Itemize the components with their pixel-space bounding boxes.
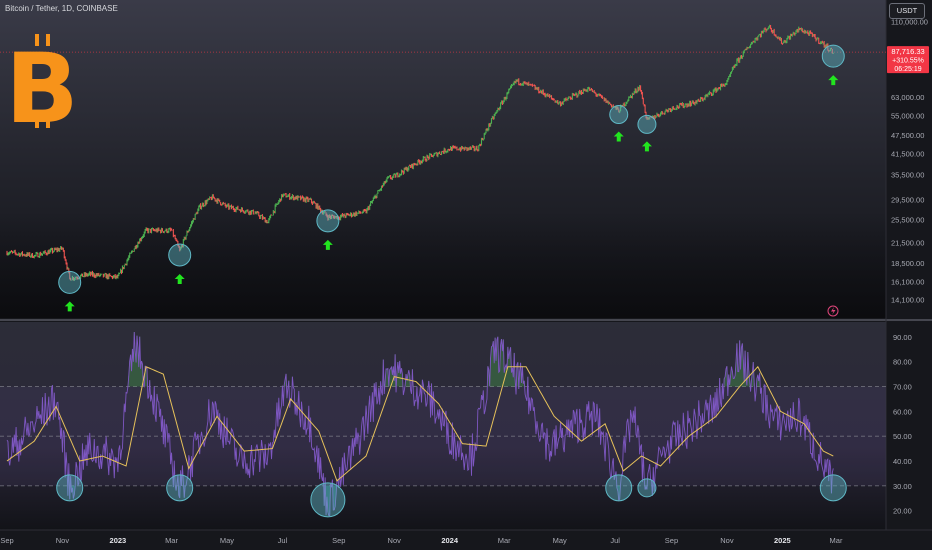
time-tick-label: Mar bbox=[830, 536, 843, 545]
rsi-dip-circle[interactable] bbox=[166, 474, 194, 502]
rsi-tick-label: 80.00 bbox=[893, 358, 912, 367]
dip-circle[interactable] bbox=[637, 114, 657, 134]
time-tick-label: Sep bbox=[665, 536, 678, 545]
down-candles bbox=[6, 25, 833, 281]
rsi-dip-circle[interactable] bbox=[605, 474, 633, 502]
price-tick-label: 41,500.00 bbox=[891, 150, 924, 159]
up-arrow-icon bbox=[641, 141, 652, 152]
time-tick-label: 2024 bbox=[441, 536, 459, 545]
price-tick-label: 25,500.00 bbox=[891, 215, 924, 224]
price-tick-label: 63,000.00 bbox=[891, 93, 924, 102]
last-price-tag[interactable] bbox=[887, 46, 929, 74]
time-tick-label: Sep bbox=[0, 536, 13, 545]
rsi-line bbox=[6, 331, 834, 517]
time-tick-label: Mar bbox=[165, 536, 178, 545]
time-tick-label: 2025 bbox=[774, 536, 791, 545]
dip-circle[interactable] bbox=[821, 44, 845, 68]
dip-circle[interactable] bbox=[609, 105, 629, 125]
rsi-dip-circle[interactable] bbox=[819, 474, 847, 502]
up-arrow-icon bbox=[613, 131, 624, 142]
dip-circle[interactable] bbox=[58, 270, 82, 294]
price-tick-label: 47,500.00 bbox=[891, 131, 924, 140]
lightning-icon[interactable] bbox=[827, 305, 839, 317]
up-arrow-icon bbox=[828, 75, 839, 86]
dip-circle[interactable] bbox=[316, 209, 340, 233]
bitcoin-logo-bar bbox=[35, 116, 39, 128]
bitcoin-logo-icon: B bbox=[5, 33, 78, 145]
time-tick-label: May bbox=[220, 536, 234, 545]
price-tick-label: 29,500.00 bbox=[891, 196, 924, 205]
bitcoin-logo-bar bbox=[46, 116, 50, 128]
rsi-tick-label: 50.00 bbox=[893, 432, 912, 441]
time-tick-label: Nov bbox=[56, 536, 70, 545]
time-tick-label: Mar bbox=[498, 536, 511, 545]
rsi-ma-line bbox=[6, 365, 834, 482]
time-tick-label: Nov bbox=[388, 536, 402, 545]
time-tick-label: Jul bbox=[610, 536, 620, 545]
up-arrow-icon bbox=[322, 239, 333, 250]
volume-shade bbox=[0, 212, 886, 318]
time-tick-label: May bbox=[553, 536, 567, 545]
rsi-pane[interactable] bbox=[0, 322, 886, 530]
price-tick-label: 21,500.00 bbox=[891, 239, 924, 248]
time-tick-label: Jul bbox=[278, 536, 288, 545]
currency-button[interactable]: USDT bbox=[889, 3, 925, 19]
rsi-dip-circle[interactable] bbox=[56, 474, 84, 502]
price-tick-label: 14,100.00 bbox=[891, 296, 924, 305]
last-price-value: 87,716.33 bbox=[891, 47, 924, 56]
price-tick-label: 55,000.00 bbox=[891, 111, 924, 120]
rsi-tick-label: 60.00 bbox=[893, 407, 912, 416]
rsi-tick-label: 30.00 bbox=[893, 482, 912, 491]
up-arrow-icon bbox=[64, 301, 75, 312]
bitcoin-logo-bar bbox=[46, 34, 50, 46]
symbol-title[interactable]: Bitcoin / Tether, 1D, COINBASE bbox=[5, 4, 118, 13]
price-tick-label: 18,500.00 bbox=[891, 259, 924, 268]
price-tick-label: 110,000.00 bbox=[891, 18, 928, 27]
rsi-tick-label: 90.00 bbox=[893, 333, 912, 342]
rsi-dip-circle[interactable] bbox=[637, 478, 657, 498]
rsi-dip-circle[interactable] bbox=[310, 482, 346, 518]
rsi-tick-label: 40.00 bbox=[893, 457, 912, 466]
dip-circle[interactable] bbox=[168, 243, 192, 267]
up-arrow-icon bbox=[174, 274, 185, 285]
last-price-change: +310.55% bbox=[892, 58, 924, 65]
time-tick-label: Sep bbox=[332, 536, 345, 545]
time-tick-label: Nov bbox=[720, 536, 734, 545]
bitcoin-logo-bar bbox=[35, 34, 39, 46]
rsi-tick-label: 70.00 bbox=[893, 383, 912, 392]
bar-countdown: 06:25:19 bbox=[894, 66, 921, 73]
price-tick-label: 16,100.00 bbox=[891, 278, 924, 287]
time-tick-label: 2023 bbox=[110, 536, 127, 545]
rsi-tick-label: 20.00 bbox=[893, 507, 912, 516]
price-tick-label: 35,500.00 bbox=[891, 171, 924, 180]
up-candles bbox=[7, 24, 834, 282]
